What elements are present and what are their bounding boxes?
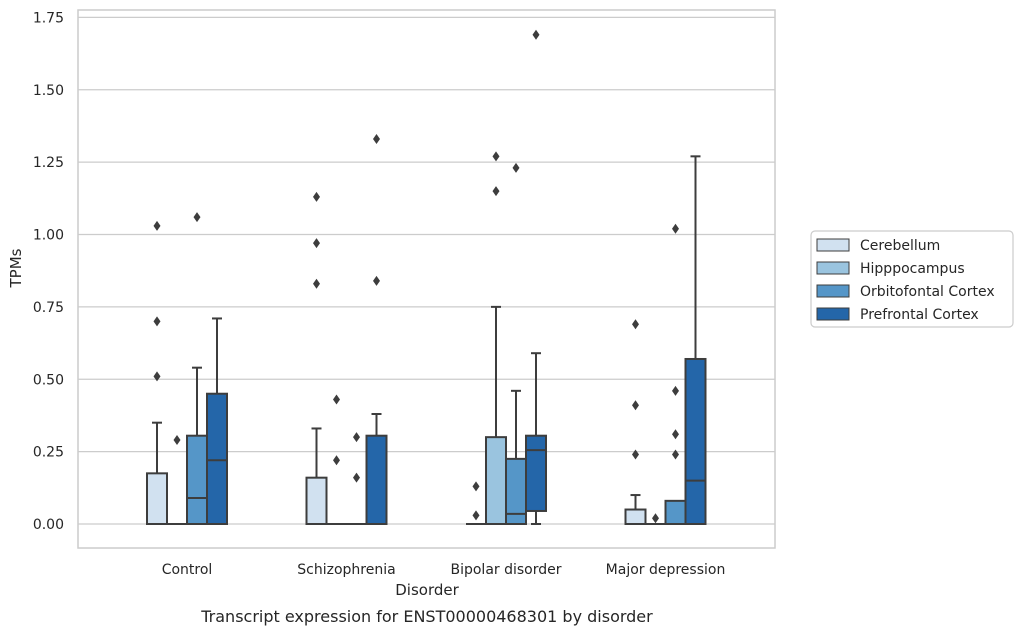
- outlier-point: [153, 220, 161, 231]
- outlier-point: [353, 472, 360, 483]
- outlier-point: [173, 435, 181, 446]
- box: [305, 476, 328, 525]
- legend-swatch: [816, 238, 850, 252]
- outlier-point: [313, 191, 320, 202]
- outlier-point: [532, 29, 540, 40]
- legend: Cerebellum Hipppocampus Orbitofontal Corte…: [810, 230, 1014, 328]
- y-tick-label: 0.25: [33, 445, 64, 461]
- box: [684, 357, 707, 525]
- y-tick-label: 1.25: [33, 155, 64, 171]
- plot-frame: [77, 9, 776, 549]
- x-tick-label: Bipolar disorder: [450, 562, 561, 578]
- box-orbitofontal-cortex: [346, 432, 367, 525]
- outlier-point: [632, 449, 639, 460]
- y-tick-label: 0.00: [33, 517, 64, 533]
- outlier-point: [193, 212, 201, 223]
- box-prefrontal-cortex: [525, 29, 547, 525]
- outlier-point: [313, 238, 320, 249]
- box: [664, 499, 687, 525]
- axis-layer: 0.00 0.25 0.50 0.75 1.00 1.25 1.50 1.75 Control S…: [33, 9, 776, 578]
- y-tick-label: 0.75: [33, 300, 64, 316]
- box-orbitofontal-cortex: [505, 162, 527, 525]
- box-layer: [146, 29, 707, 526]
- outlier-point: [652, 513, 659, 524]
- box-hipppocampus: [326, 394, 347, 525]
- legend-swatch: [816, 307, 850, 321]
- box-cerebellum: [466, 481, 486, 525]
- legend-swatch: [816, 261, 850, 275]
- y-tick-label: 1.75: [33, 10, 64, 26]
- outlier-point: [632, 319, 639, 330]
- outlier-point: [672, 385, 679, 396]
- outlier-point: [333, 455, 340, 466]
- outlier-point: [472, 510, 480, 521]
- outlier-point: [313, 278, 320, 289]
- box-hipppocampus: [485, 151, 507, 525]
- legend-label: Prefrontal Cortex: [860, 307, 979, 323]
- outlier-point: [512, 162, 520, 173]
- box-cerebellum: [624, 319, 647, 525]
- legend-label: Hipppocampus: [860, 261, 965, 277]
- outlier-point: [672, 449, 679, 460]
- outlier-point: [153, 371, 161, 382]
- box-orbitofontal-cortex: [186, 212, 208, 526]
- box-hipppocampus: [167, 435, 187, 525]
- figure-caption: Transcript expression for ENST0000046830…: [200, 607, 653, 626]
- box-hipppocampus: [645, 513, 666, 525]
- box-cerebellum: [146, 220, 168, 525]
- y-tick-label: 0.50: [33, 372, 64, 388]
- outlier-point: [672, 223, 679, 234]
- box: [365, 434, 388, 526]
- outlier-point: [492, 186, 500, 197]
- outlier-point: [153, 316, 161, 327]
- outlier-point: [373, 133, 380, 144]
- outlier-point: [333, 394, 340, 405]
- box: [525, 434, 547, 512]
- outlier-point: [472, 481, 480, 492]
- box: [146, 472, 168, 525]
- box: [186, 434, 208, 526]
- outlier-point: [373, 275, 380, 286]
- y-tick-label: 1.00: [33, 228, 64, 244]
- box-prefrontal-cortex: [206, 317, 228, 525]
- legend-frame: [810, 230, 1014, 328]
- legend-label: Cerebellum: [860, 238, 940, 254]
- outlier-point: [353, 432, 360, 443]
- box-prefrontal-cortex: [365, 133, 388, 526]
- grid-layer: [78, 16, 775, 525]
- box-prefrontal-cortex: [684, 155, 707, 525]
- box-cerebellum: [305, 191, 328, 525]
- x-axis-label: Disorder: [395, 581, 459, 599]
- outlier-point: [632, 400, 639, 411]
- legend-swatch: [816, 284, 850, 298]
- x-tick-label: Schizophrenia: [297, 562, 395, 578]
- x-tick-label: Major depression: [606, 562, 726, 578]
- x-tick-label: Control: [162, 562, 213, 578]
- outlier-point: [672, 429, 679, 440]
- box-orbitofontal-cortex: [664, 223, 687, 525]
- box: [206, 392, 228, 525]
- box: [624, 508, 647, 525]
- y-tick-label: 1.50: [33, 83, 64, 99]
- box: [485, 436, 507, 525]
- outlier-point: [492, 151, 500, 162]
- legend-label: Orbitofontal Cortex: [860, 284, 995, 300]
- y-axis-label: TPMs: [7, 248, 25, 288]
